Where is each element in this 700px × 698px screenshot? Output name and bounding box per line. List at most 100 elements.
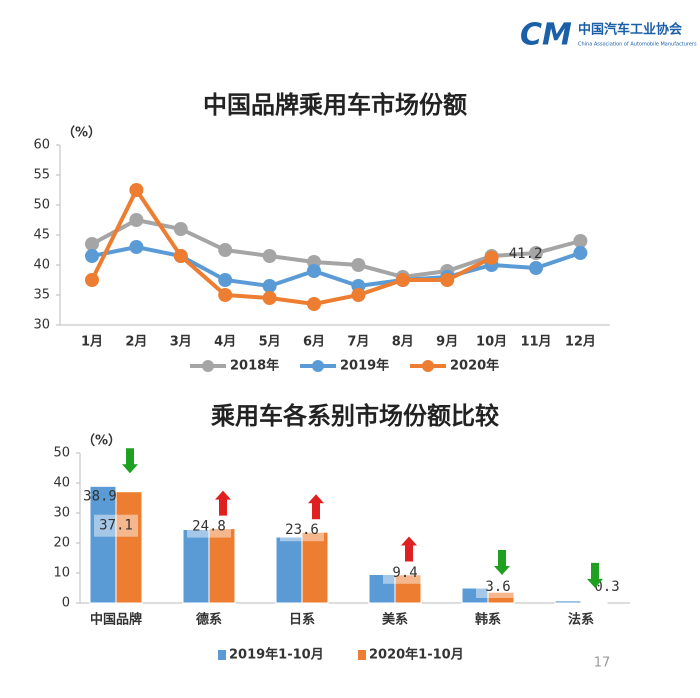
bar bbox=[301, 531, 329, 604]
point bbox=[351, 288, 366, 302]
y-tick-label: 30 bbox=[33, 318, 50, 333]
y-tick-label: 40 bbox=[53, 476, 70, 491]
data-label-box bbox=[476, 576, 520, 598]
y-tick-label: 50 bbox=[33, 198, 50, 213]
x-tick-label: 8月 bbox=[392, 335, 414, 350]
change-arrow bbox=[401, 536, 417, 562]
legend-marker bbox=[202, 360, 214, 372]
bar bbox=[580, 601, 608, 604]
point bbox=[129, 240, 144, 254]
point bbox=[218, 243, 233, 257]
y-axis-label: （%） bbox=[82, 433, 121, 449]
legend-label: 2019年 bbox=[340, 358, 389, 374]
legend-swatch bbox=[218, 650, 226, 660]
logo-mark: CM bbox=[520, 18, 572, 53]
data-label: 37.1 bbox=[99, 518, 133, 534]
data-label: 38.9 bbox=[83, 488, 117, 504]
point bbox=[529, 261, 543, 275]
data-label-box bbox=[94, 514, 138, 537]
data-label-box bbox=[383, 561, 427, 584]
y-tick-label: 0 bbox=[62, 596, 70, 611]
point bbox=[307, 297, 321, 311]
chart-title: 中国品牌乘用车市场份额 bbox=[203, 91, 467, 119]
data-label: 41.2 bbox=[509, 246, 543, 262]
x-tick-label: 10月 bbox=[476, 335, 507, 350]
point bbox=[351, 258, 366, 272]
bar bbox=[275, 536, 303, 604]
point bbox=[218, 288, 233, 302]
x-tick-label: 3月 bbox=[170, 335, 192, 350]
y-tick-label: 30 bbox=[53, 506, 70, 521]
point bbox=[85, 273, 99, 287]
point bbox=[529, 246, 543, 260]
legend-marker bbox=[312, 360, 324, 372]
y-tick-label: 20 bbox=[53, 536, 70, 551]
point bbox=[85, 237, 99, 251]
x-tick-label: 12月 bbox=[565, 335, 596, 350]
data-label: 24.8 bbox=[192, 519, 226, 535]
chart-title: 乘用车各系别市场份额比较 bbox=[210, 402, 499, 430]
change-arrow bbox=[122, 448, 138, 474]
y-tick-label: 55 bbox=[33, 168, 50, 183]
legend-swatch bbox=[358, 650, 366, 660]
point bbox=[262, 249, 277, 263]
x-tick-label: 4月 bbox=[214, 335, 236, 350]
org-name-en: China Association of Automobile Manufact… bbox=[578, 42, 697, 48]
legend-label: 2020年 bbox=[450, 358, 499, 374]
org-name: 中国汽车工业协会 bbox=[578, 22, 683, 38]
legend-label: 2018年 bbox=[230, 358, 279, 374]
data-label-box bbox=[569, 576, 613, 598]
point bbox=[440, 273, 455, 287]
x-tick-label: 美系 bbox=[382, 612, 408, 628]
line bbox=[90, 186, 493, 307]
x-tick-label: 7月 bbox=[347, 335, 369, 350]
y-tick-label: 60 bbox=[33, 138, 50, 153]
point bbox=[573, 246, 588, 260]
data-label: 9.4 bbox=[392, 565, 417, 581]
point bbox=[85, 249, 99, 263]
x-tick-label: 1月 bbox=[81, 335, 103, 350]
point bbox=[129, 183, 144, 197]
x-tick-label: 6月 bbox=[303, 335, 325, 350]
point bbox=[173, 249, 188, 263]
page-number: 17 bbox=[594, 656, 611, 671]
x-tick-label: 日系 bbox=[289, 612, 315, 628]
line bbox=[91, 217, 581, 280]
y-tick-label: 40 bbox=[33, 258, 50, 273]
point bbox=[129, 213, 144, 227]
y-tick-label: 45 bbox=[33, 228, 50, 243]
x-tick-label: 5月 bbox=[259, 335, 281, 350]
bar bbox=[115, 491, 143, 604]
bar bbox=[554, 600, 582, 604]
data-label: 3.6 bbox=[485, 579, 510, 595]
change-arrow bbox=[215, 490, 231, 516]
point bbox=[262, 279, 277, 293]
point bbox=[173, 222, 188, 236]
legend-label: 2020年1-10月 bbox=[369, 647, 464, 663]
point bbox=[307, 264, 321, 278]
line bbox=[91, 244, 582, 289]
x-tick-label: 9月 bbox=[436, 335, 458, 350]
change-arrow bbox=[308, 494, 324, 520]
change-arrow bbox=[587, 562, 603, 588]
y-axis-label: （%） bbox=[62, 125, 101, 141]
y-tick-label: 10 bbox=[53, 566, 70, 581]
x-tick-label: 法系 bbox=[568, 612, 594, 628]
y-tick-label: 50 bbox=[53, 446, 70, 461]
bar bbox=[89, 485, 117, 604]
point bbox=[484, 250, 499, 265]
bar bbox=[208, 528, 236, 604]
change-arrow bbox=[494, 550, 510, 575]
bar bbox=[394, 574, 422, 604]
x-tick-label: 韩系 bbox=[475, 612, 501, 628]
x-tick-label: 中国品牌 bbox=[90, 612, 142, 628]
point bbox=[262, 291, 277, 305]
legend-marker bbox=[422, 360, 434, 372]
x-tick-label: 2月 bbox=[125, 335, 147, 350]
y-tick-label: 35 bbox=[33, 288, 50, 303]
point bbox=[395, 273, 410, 287]
data-label: 23.6 bbox=[285, 522, 319, 538]
data-label: 0.3 bbox=[594, 579, 619, 595]
data-label-box bbox=[187, 515, 231, 538]
